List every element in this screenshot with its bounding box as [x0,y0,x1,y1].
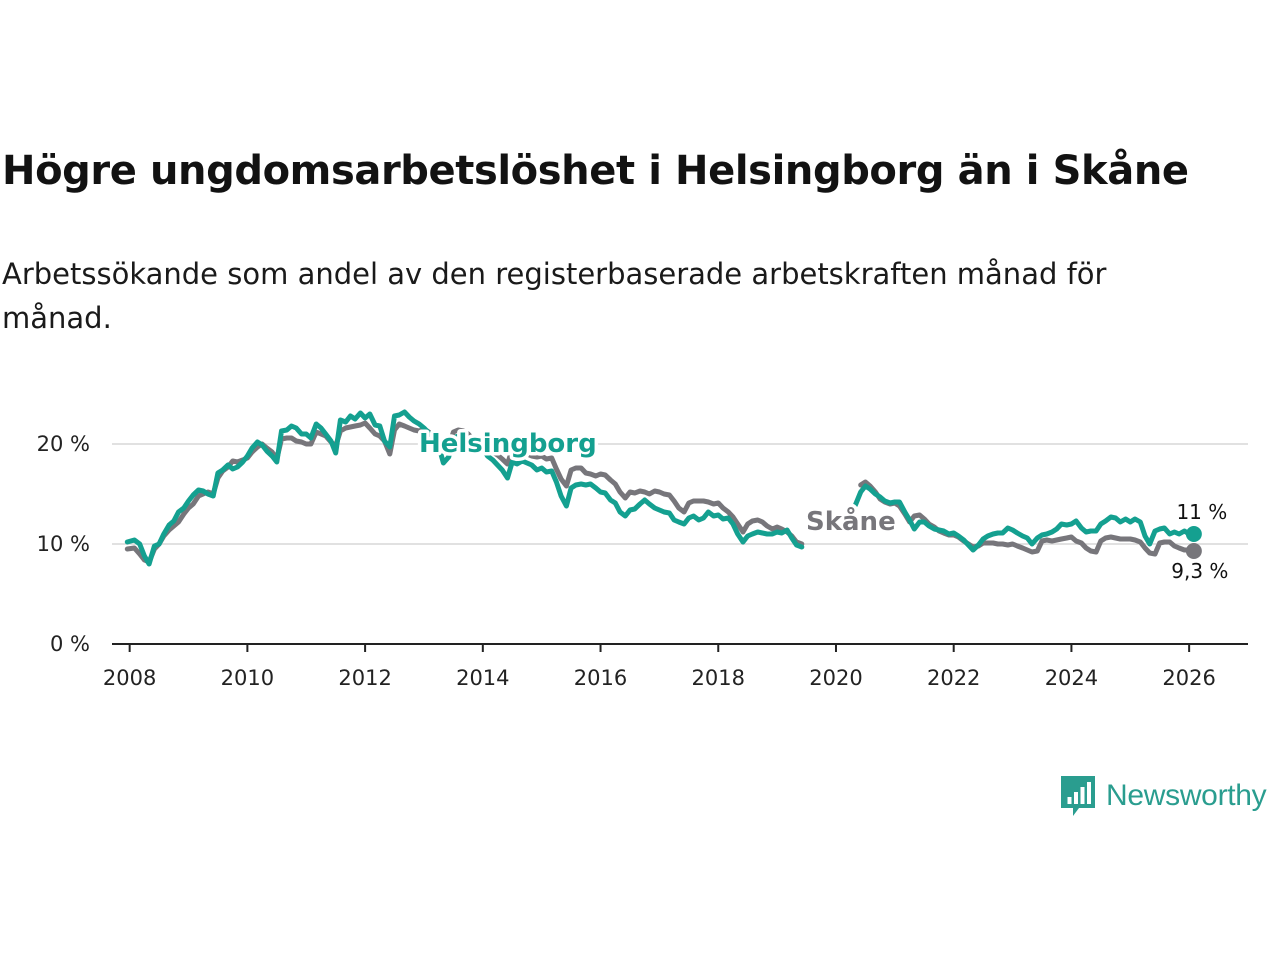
chart-title: Högre ungdomsarbetslöshet i Helsingborg … [2,148,1189,194]
series-label-halo: Skåne [806,505,896,537]
brand-name: Newsworthy [1106,779,1267,812]
x-tick-label: 2020 [809,666,862,690]
series-label: Skåne [806,505,896,537]
series-line-sk-ne [858,479,1197,557]
x-tick-label: 2008 [103,666,156,690]
line-chart: 0 % 10 % 20 % 2008 2010 2012 2014 2016 2018 2020 2… [37,409,1248,690]
x-tick-label: 2010 [221,666,274,690]
x-tick-label: 2018 [692,666,745,690]
x-tick-label: 2016 [574,666,627,690]
series-line-helsingborg [124,409,805,567]
y-tick-label: 10 % [37,532,90,556]
chart-labels: 11 %9,3 %HelsingborgHelsingborgSkåneSkån… [416,426,1229,584]
chart-axes: 0 % 10 % 20 % 2008 2010 2012 2014 2016 2018 2020 2… [37,432,1248,690]
x-tick-label: 2014 [456,666,509,690]
series-line-helsingborg [852,483,1197,553]
chart-series [124,409,1202,567]
y-tick-label: 20 % [37,432,90,456]
series-endpoint [1185,526,1202,542]
y-tick-label: 0 % [50,632,90,656]
x-tick-label: 2024 [1045,666,1098,690]
x-tick-label: 2022 [927,666,980,690]
chart-subtitle: Arbetssökande som andel av den registerb… [2,257,1107,335]
x-tick-label: 2026 [1162,666,1215,690]
end-value-label: 9,3 % [1171,559,1228,583]
x-tick-label: 2012 [338,666,391,690]
grid-lines [112,443,1248,545]
series-label: Helsingborg [419,429,597,459]
newsworthy-logo-icon [1061,776,1095,816]
newsworthy-brand: Newsworthy [1058,772,1267,820]
series-label-halo: Helsingborg [419,429,597,459]
series-endpoint [1185,543,1202,559]
end-value-label: 11 % [1176,500,1227,524]
